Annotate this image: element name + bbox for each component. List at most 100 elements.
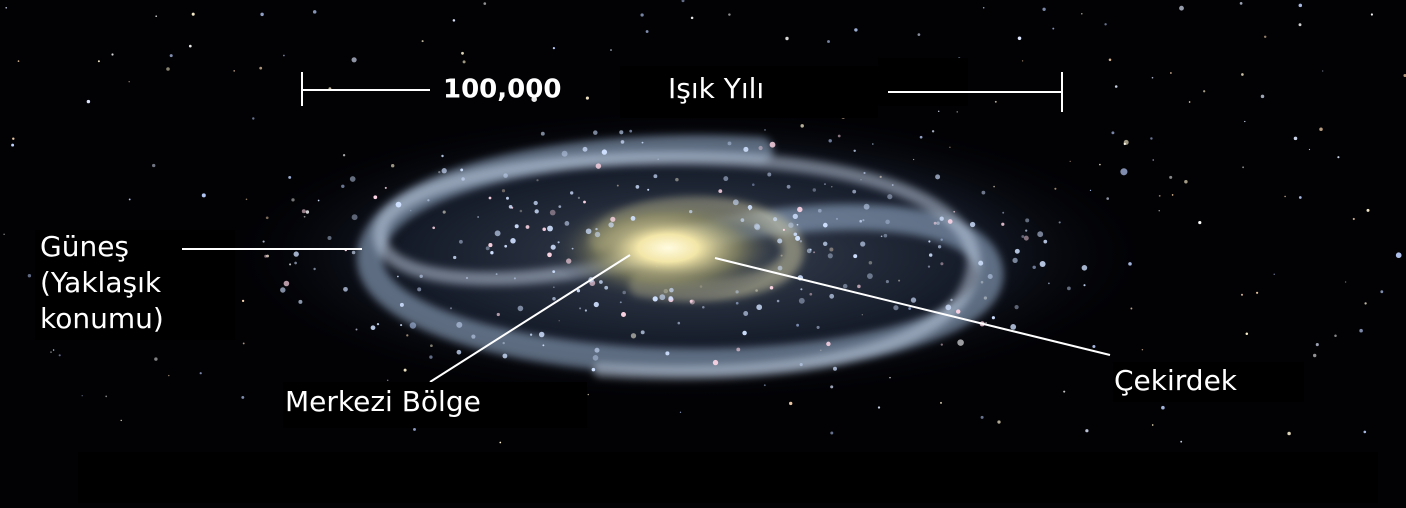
star <box>105 396 107 398</box>
page: {"scale": {"distance": "100,000", "unit"… <box>0 0 1406 508</box>
star-cluster <box>665 351 669 355</box>
star-cluster <box>867 273 873 279</box>
star-cluster <box>579 307 581 309</box>
star-cluster <box>298 300 302 304</box>
star-cluster <box>594 302 599 307</box>
star-cluster <box>759 146 763 150</box>
star <box>1092 345 1095 348</box>
star <box>1152 77 1154 79</box>
star-cluster <box>881 235 883 237</box>
star-cluster <box>636 185 640 189</box>
star-cluster <box>400 324 402 326</box>
star <box>1319 128 1323 132</box>
star <box>878 406 880 408</box>
star-cluster <box>621 312 626 317</box>
star-cluster <box>982 191 986 195</box>
star-cluster <box>284 281 290 287</box>
star-cluster <box>653 174 657 178</box>
star <box>243 342 245 344</box>
star-cluster <box>911 297 916 302</box>
star-cluster <box>1040 261 1046 267</box>
star <box>111 53 113 55</box>
star-cluster <box>810 249 812 251</box>
star-cluster <box>1082 265 1088 271</box>
star-cluster <box>992 316 995 319</box>
star-cluster <box>787 185 791 189</box>
star-cluster <box>552 270 555 273</box>
star <box>854 28 857 31</box>
star-cluster <box>385 187 387 189</box>
star-cluster <box>371 325 376 330</box>
star <box>1184 180 1187 183</box>
star-cluster <box>823 223 828 228</box>
star-cluster <box>453 256 456 259</box>
star-cluster <box>466 277 468 279</box>
star-cluster <box>570 191 573 194</box>
star-cluster <box>566 258 571 263</box>
star-cluster <box>945 305 951 311</box>
star-cluster <box>940 217 944 221</box>
star-cluster <box>829 294 834 299</box>
star <box>1063 391 1065 393</box>
star <box>202 193 206 197</box>
star <box>1371 13 1373 15</box>
star-cluster <box>953 211 955 213</box>
star-cluster <box>471 335 475 339</box>
star <box>957 111 958 112</box>
star-cluster <box>818 209 822 213</box>
star-cluster <box>1043 240 1047 244</box>
star <box>1018 37 1022 41</box>
star <box>997 420 1000 423</box>
star-cluster <box>668 296 673 301</box>
star-cluster <box>302 209 306 213</box>
sun-label: konumu) <box>40 302 164 335</box>
star-cluster <box>619 130 623 134</box>
star-cluster <box>294 262 297 265</box>
star-cluster <box>892 184 894 186</box>
star-cluster <box>809 293 812 296</box>
star <box>1241 294 1243 296</box>
star <box>1150 137 1152 139</box>
star-cluster <box>886 280 889 283</box>
star-cluster <box>457 350 462 355</box>
star-cluster <box>749 209 751 211</box>
star-cluster <box>456 322 462 328</box>
star-cluster <box>678 322 681 325</box>
star <box>11 144 14 147</box>
star <box>983 7 985 9</box>
star-cluster <box>764 129 766 131</box>
star-cluster <box>599 280 603 284</box>
star-cluster <box>713 360 718 365</box>
star <box>192 13 195 16</box>
star <box>241 396 244 399</box>
star-cluster <box>583 147 588 152</box>
star-cluster <box>350 176 356 182</box>
star <box>1159 195 1161 197</box>
star <box>50 351 52 353</box>
star <box>1124 140 1129 145</box>
star <box>1363 431 1366 434</box>
star <box>586 97 589 100</box>
star-cluster <box>853 254 857 258</box>
star <box>938 111 939 112</box>
star-cluster <box>956 309 960 313</box>
star <box>12 138 14 140</box>
star-cluster <box>595 232 600 237</box>
star-cluster <box>419 275 422 278</box>
star-cluster <box>978 261 983 266</box>
star-cluster <box>743 311 748 316</box>
star-cluster <box>442 168 447 173</box>
star <box>1198 221 1201 224</box>
star-cluster <box>515 224 519 228</box>
star <box>260 13 263 16</box>
star-cluster <box>862 219 864 221</box>
star <box>1111 131 1114 134</box>
star <box>28 274 31 277</box>
star <box>1244 121 1245 122</box>
star-cluster <box>595 228 597 230</box>
star-cluster <box>853 150 855 152</box>
star-cluster <box>641 330 645 334</box>
star-cluster <box>754 224 760 230</box>
star <box>1359 329 1363 333</box>
star-cluster <box>565 221 570 226</box>
